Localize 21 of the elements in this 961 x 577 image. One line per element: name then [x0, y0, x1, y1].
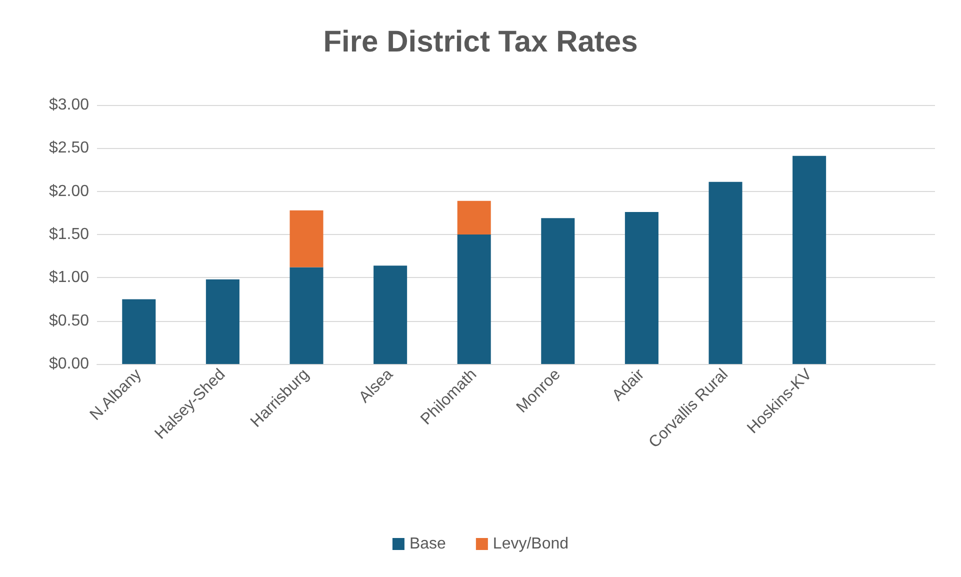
bar [374, 266, 408, 364]
legend-label: Base [409, 536, 446, 552]
bar [541, 218, 575, 364]
y-tick-label: $1.00 [48, 269, 90, 286]
bar [290, 267, 324, 364]
y-tick-label: $0.00 [48, 356, 90, 372]
y-tick-label: $2.00 [48, 182, 90, 200]
bar [792, 156, 826, 364]
y-tick-label: $2.50 [48, 140, 90, 157]
bar [624, 212, 658, 364]
bar [122, 299, 156, 364]
chart-title: Fire District Tax Rates [323, 26, 638, 58]
bar [290, 210, 324, 268]
bar [457, 234, 491, 364]
bar [708, 182, 742, 364]
y-tick-label: $0.50 [48, 312, 90, 330]
y-tick-label: $3.00 [48, 96, 90, 114]
bar [206, 279, 240, 364]
legend-label: Levy/Bond [492, 536, 569, 552]
bar [457, 200, 491, 234]
y-tick-label: $1.50 [48, 226, 90, 243]
